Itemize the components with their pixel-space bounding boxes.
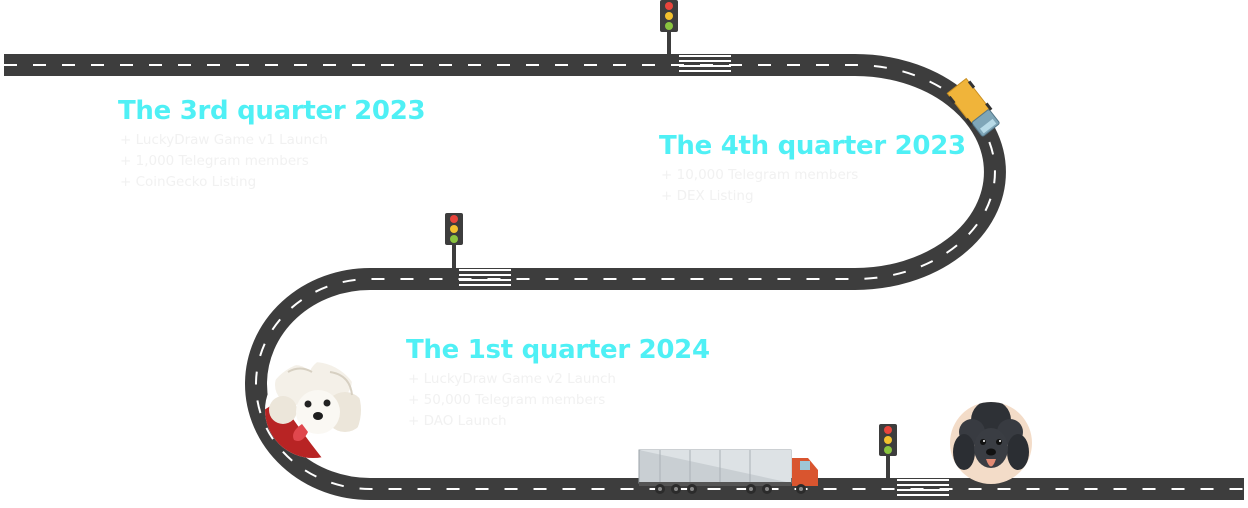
phase-item: + DEX Listing — [661, 188, 754, 204]
phase-item: + LuckyDraw Game v2 Launch — [408, 371, 616, 387]
black-poodle-avatar-icon — [950, 402, 1032, 484]
traffic-light-icon — [879, 424, 897, 480]
phase-items: + LuckyDraw Game v2 Launch + 50,000 Tele… — [408, 369, 710, 432]
crosswalk-icon — [679, 55, 731, 72]
traffic-light-icon — [660, 0, 678, 56]
white-dog-mascot-icon — [265, 362, 361, 458]
semi-truck-icon — [638, 449, 818, 494]
phase-item: + LuckyDraw Game v1 Launch — [120, 132, 328, 148]
phase-item: + 10,000 Telegram members — [661, 167, 859, 183]
roadmap-phase-q4-2023: The 4th quarter 2023 + 10,000 Telegram m… — [659, 129, 966, 207]
phase-item: + 50,000 Telegram members — [408, 392, 606, 408]
phase-item: + 1,000 Telegram members — [120, 153, 309, 169]
phase-title: The 3rd quarter 2023 — [118, 96, 426, 126]
phase-items: + 10,000 Telegram members + DEX Listing — [661, 165, 966, 207]
traffic-light-icon — [445, 213, 463, 269]
phase-title: The 4th quarter 2023 — [659, 131, 966, 161]
delivery-truck-icon — [946, 77, 1000, 137]
phase-item: + DAO Launch — [408, 413, 507, 429]
roadmap-phase-q1-2024: The 1st quarter 2024 + LuckyDraw Game v2… — [406, 333, 710, 432]
phase-items: + LuckyDraw Game v1 Launch + 1,000 Teleg… — [120, 130, 425, 193]
phase-item: + CoinGecko Listing — [120, 174, 257, 190]
roadmap-phase-q3-2023: The 3rd quarter 2023 + LuckyDraw Game v1… — [118, 94, 426, 193]
crosswalk-icon — [897, 479, 949, 496]
phase-title: The 1st quarter 2024 — [406, 335, 710, 365]
crosswalk-icon — [459, 269, 511, 286]
